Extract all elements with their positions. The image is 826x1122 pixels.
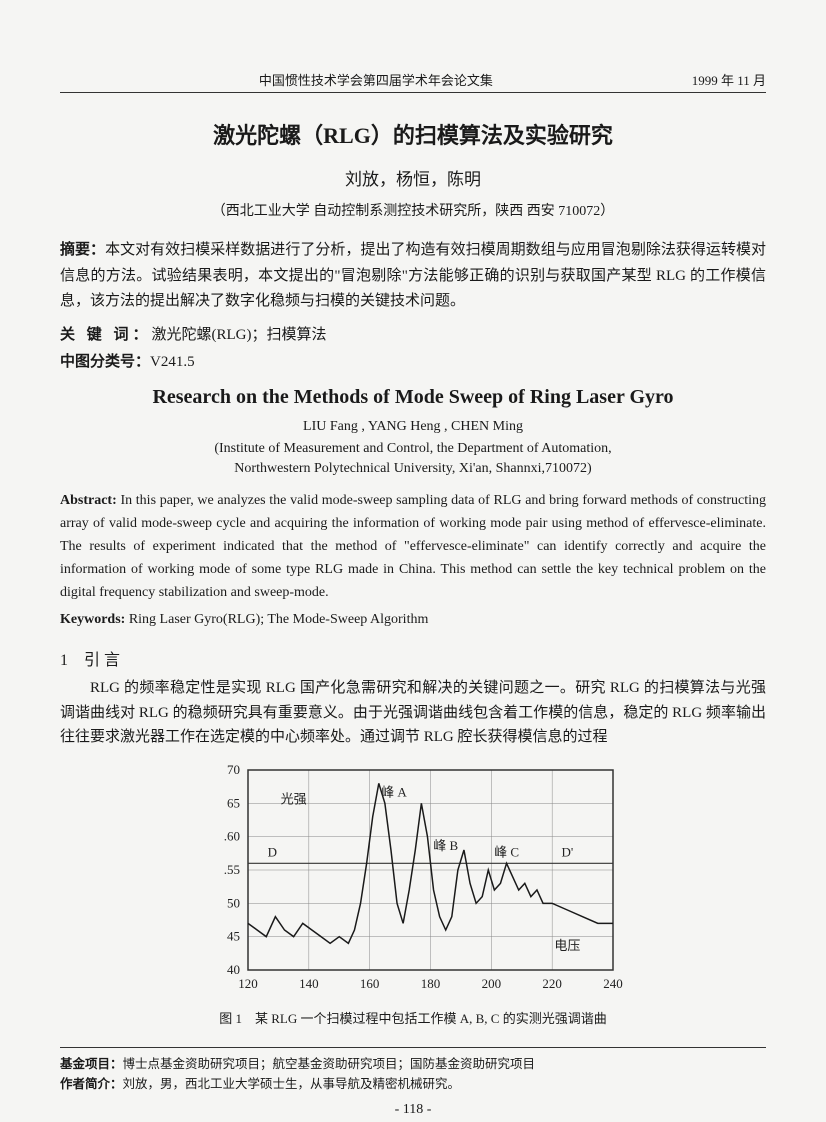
funding-text: 博士点基金资助研究项目；航空基金资助研究项目；国防基金资助研究项目 [123, 1057, 536, 1071]
keywords-cn-text: 激光陀螺(RLG)；扫模算法 [152, 327, 327, 343]
title-chinese: 激光陀螺（RLG）的扫模算法及实验研究 [60, 118, 766, 150]
section-1-title: 1 引 言 [60, 646, 766, 670]
footer-divider: 基金项目：博士点基金资助研究项目；航空基金资助研究项目；国防基金资助研究项目 作… [60, 1047, 766, 1094]
classification-text: V241.5 [150, 354, 195, 370]
abstract-chinese: 摘要：本文对有效扫模采样数据进行了分析，提出了构造有效扫模周期数组与应用冒泡剔除… [60, 238, 766, 315]
svg-text:光强: 光强 [281, 792, 307, 807]
keywords-cn-label: 关 键 词： [60, 327, 152, 343]
figure-1-chart: 120140160180200220240404550.55.606570光强峰… [203, 760, 623, 1000]
author-bio-text: 刘放，男，西北工业大学硕士生，从事导航及精密机械研究。 [123, 1077, 461, 1091]
abstract-english: Abstract: In this paper, we analyzes the… [60, 489, 766, 604]
svg-text:50: 50 [227, 896, 240, 911]
svg-text:240: 240 [603, 976, 623, 991]
svg-text:200: 200 [482, 976, 502, 991]
svg-text:.55: .55 [224, 862, 240, 877]
svg-text:峰 A: 峰 A [381, 785, 407, 800]
conference-name: 中国惯性技术学会第四届学术年会论文集 [259, 70, 493, 89]
funding-label: 基金项目： [60, 1057, 123, 1071]
svg-text:电压: 电压 [554, 938, 580, 953]
affiliation-english-2: Northwestern Polytechnical University, X… [60, 461, 766, 477]
keywords-english: Keywords: Ring Laser Gyro(RLG); The Mode… [60, 612, 766, 628]
affiliation-chinese: （西北工业大学 自动控制系测控技术研究所，陕西 西安 710072） [60, 200, 766, 220]
svg-text:220: 220 [542, 976, 562, 991]
figure-1-caption: 图 1 某 RLG 一个扫模过程中包括工作模 A, B, C 的实测光强调谐曲 [60, 1008, 766, 1027]
page-number: - 118 - [60, 1102, 766, 1118]
svg-text:140: 140 [299, 976, 319, 991]
title-english: Research on the Methods of Mode Sweep of… [60, 386, 766, 409]
svg-text:40: 40 [227, 962, 240, 977]
svg-text:D': D' [562, 845, 574, 860]
svg-text:D: D [268, 845, 277, 860]
abstract-en-label: Abstract: [60, 493, 117, 508]
affiliation-english-1: (Institute of Measurement and Control, t… [60, 441, 766, 457]
authors-chinese: 刘放，杨恒，陈明 [60, 165, 766, 190]
keywords-en-label: Keywords: [60, 612, 125, 627]
svg-text:45: 45 [227, 929, 240, 944]
header-date: 1999 年 11 月 [692, 70, 766, 89]
author-bio: 作者简介：刘放，男，西北工业大学硕士生，从事导航及精密机械研究。 [60, 1074, 766, 1094]
svg-text:峰 B: 峰 B [433, 838, 458, 853]
svg-text:160: 160 [360, 976, 380, 991]
funding-info: 基金项目：博士点基金资助研究项目；航空基金资助研究项目；国防基金资助研究项目 [60, 1054, 766, 1074]
authors-english: LIU Fang , YANG Heng , CHEN Ming [60, 419, 766, 435]
abstract-en-text: In this paper, we analyzes the valid mod… [60, 493, 766, 600]
classification-label: 中图分类号： [60, 354, 150, 370]
section-1-body: RLG 的频率稳定性是实现 RLG 国产化急需研究和解决的关键问题之一。研究 R… [60, 676, 766, 750]
svg-text:120: 120 [238, 976, 258, 991]
keywords-chinese: 关 键 词：激光陀螺(RLG)；扫模算法 [60, 323, 766, 344]
chart-svg: 120140160180200220240404550.55.606570光强峰… [203, 760, 623, 1000]
svg-text:180: 180 [421, 976, 441, 991]
page-header: 中国惯性技术学会第四届学术年会论文集 1999 年 11 月 [60, 70, 766, 93]
author-bio-label: 作者简介： [60, 1077, 123, 1091]
svg-text:.60: .60 [224, 829, 240, 844]
svg-text:70: 70 [227, 762, 240, 777]
classification-number: 中图分类号：V241.5 [60, 350, 766, 371]
abstract-cn-text: 本文对有效扫模采样数据进行了分析，提出了构造有效扫模周期数组与应用冒泡剔除法获得… [60, 242, 766, 309]
svg-text:峰 C: 峰 C [494, 845, 519, 860]
abstract-cn-label: 摘要： [60, 242, 105, 258]
svg-text:65: 65 [227, 796, 240, 811]
keywords-en-text: Ring Laser Gyro(RLG); The Mode-Sweep Alg… [125, 612, 428, 627]
